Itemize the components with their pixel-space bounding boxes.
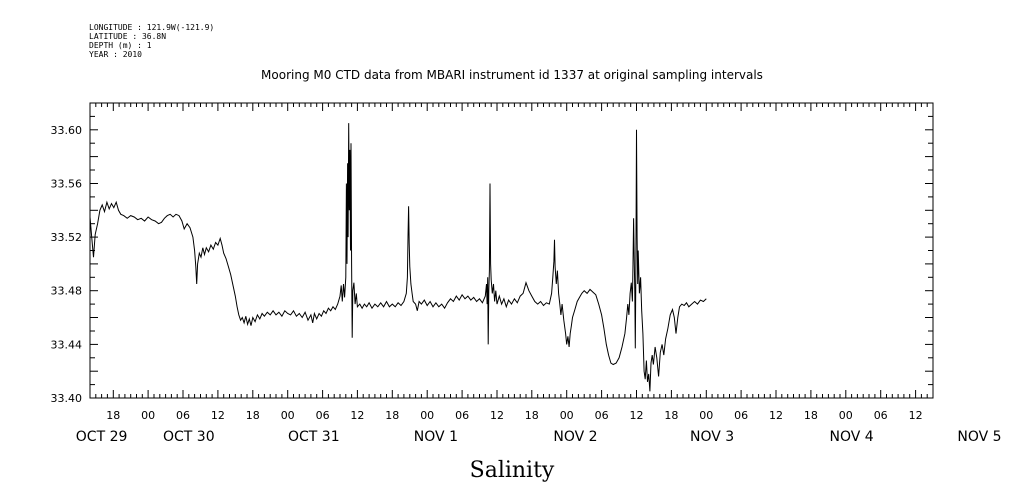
y-tick-label: 33.40 [51, 392, 83, 405]
x-day-label: NOV 1 [414, 429, 458, 445]
y-tick-label: 33.56 [51, 178, 83, 191]
salinity-line [89, 123, 707, 392]
y-tick-labels: 33.40 33.44 33.48 33.52 33.56 33.60 [51, 124, 83, 405]
year-label: YEAR : 2010 [89, 50, 142, 59]
depth-label: DEPTH (m) : 1 [89, 41, 152, 50]
y-tick-label: 33.44 [51, 338, 83, 351]
x-hour-label: 00 [839, 409, 853, 422]
plot-frame [89, 102, 934, 399]
x-hour-label: 18 [525, 409, 539, 422]
x-hour-label: 18 [385, 409, 399, 422]
longitude-label: LONGITUDE : 121.9W(-121.9) [89, 23, 214, 32]
x-hour-label: 12 [211, 409, 225, 422]
x-hour-label: 06 [874, 409, 888, 422]
x-hour-label: 00 [420, 409, 434, 422]
chart-title: Mooring M0 CTD data from MBARI instrumen… [261, 68, 763, 82]
day-labels: OCT 29 OCT 30 OCT 31 NOV 1 NOV 2 NOV 3 NOV 4 NO… [76, 429, 1002, 445]
x-day-label: OCT 31 [288, 429, 340, 445]
x-hour-label: 18 [246, 409, 260, 422]
y-tick-label: 33.60 [51, 124, 83, 137]
x-hour-label: 06 [176, 409, 190, 422]
x-day-label: NOV 5 [957, 429, 1001, 445]
x-axis-label: Salinity [470, 458, 555, 483]
x-day-label: NOV 4 [830, 429, 874, 445]
x-hour-label: 00 [141, 409, 155, 422]
x-hour-label: 00 [281, 409, 295, 422]
x-hour-label: 12 [909, 409, 923, 422]
x-hour-label: 06 [316, 409, 330, 422]
x-hour-label: 00 [560, 409, 574, 422]
x-day-label: OCT 30 [163, 429, 215, 445]
x-hour-label: 12 [630, 409, 644, 422]
axis-ticks [89, 102, 934, 399]
x-hour-label: 18 [106, 409, 120, 422]
x-hour-label: 06 [734, 409, 748, 422]
y-tick-label: 33.52 [51, 231, 83, 244]
x-day-label: OCT 29 [76, 429, 128, 445]
x-hour-label: 12 [490, 409, 504, 422]
y-tick-label: 33.48 [51, 285, 83, 298]
x-day-label: NOV 3 [690, 429, 734, 445]
x-hour-label: 18 [664, 409, 678, 422]
x-day-label: NOV 2 [553, 429, 597, 445]
metadata-block: LONGITUDE : 121.9W(-121.9) LATITUDE : 36… [89, 23, 214, 59]
x-hour-label: 06 [455, 409, 469, 422]
x-hour-label: 00 [699, 409, 713, 422]
latitude-label: LATITUDE : 36.8N [89, 32, 166, 41]
x-hour-label: 18 [804, 409, 818, 422]
x-hour-label: 12 [769, 409, 783, 422]
x-hour-label: 12 [350, 409, 364, 422]
x-hour-label: 06 [595, 409, 609, 422]
x-tick-labels: 18 00 06 12 18 00 06 12 18 00 06 12 18 00 06 12 18 00 06 12… [106, 409, 922, 422]
